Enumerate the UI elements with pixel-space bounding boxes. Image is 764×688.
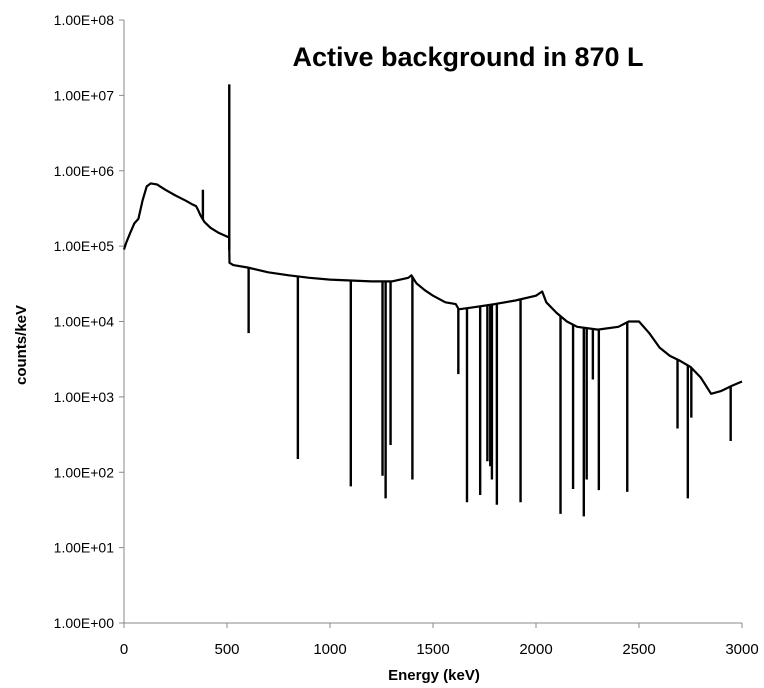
chart-title: Active background in 870 L bbox=[292, 42, 643, 72]
y-axis-label: counts/keV bbox=[13, 305, 30, 385]
x-tick-label: 500 bbox=[214, 641, 239, 658]
y-tick-label: 1.00E+07 bbox=[54, 87, 115, 103]
x-tick-label: 0 bbox=[120, 641, 128, 658]
spectrum-continuum-line bbox=[122, 182, 743, 395]
y-tick-label: 1.00E+01 bbox=[54, 540, 115, 556]
series bbox=[122, 84, 743, 517]
y-tick-label: 1.00E+02 bbox=[54, 464, 115, 480]
y-ticks: 1.00E+00 1.00E+01 1.00E+02 1.00E+03 1.00E+04… bbox=[54, 12, 124, 631]
x-tick-label: 1500 bbox=[416, 641, 449, 658]
y-tick-label: 1.00E+04 bbox=[54, 314, 115, 330]
x-tick-label: 2000 bbox=[519, 641, 552, 658]
x-ticks: 0 500 1000 1500 2000 2500 3000 bbox=[120, 623, 759, 658]
y-tick-label: 1.00E+05 bbox=[54, 238, 115, 254]
y-tick-label: 1.00E+08 bbox=[54, 12, 115, 28]
x-axis-label: Energy (keV) bbox=[388, 667, 480, 684]
y-tick-label: 1.00E+03 bbox=[54, 389, 115, 405]
x-tick-label: 1000 bbox=[313, 641, 346, 658]
y-tick-label: 1.00E+06 bbox=[54, 163, 115, 179]
y-tick-label: 1.00E+00 bbox=[54, 615, 115, 631]
axes bbox=[123, 20, 742, 624]
x-tick-label: 3000 bbox=[725, 641, 758, 658]
x-tick-label: 2500 bbox=[622, 641, 655, 658]
